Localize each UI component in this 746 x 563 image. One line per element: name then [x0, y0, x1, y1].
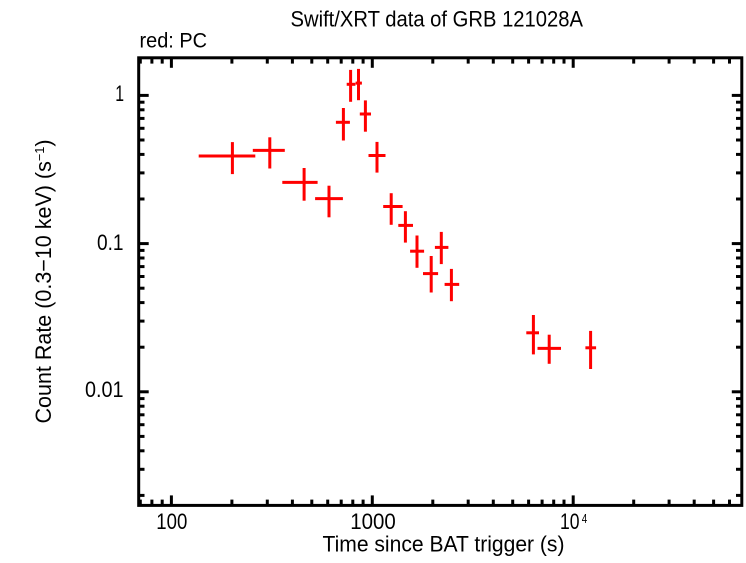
svg-text:1: 1 — [115, 81, 124, 106]
svg-text:Swift/XRT data of GRB 121028A: Swift/XRT data of GRB 121028A — [291, 6, 584, 31]
svg-text:1000: 1000 — [350, 509, 396, 534]
svg-text:100: 100 — [156, 509, 187, 534]
svg-text:Count Rate (0.3−10 keV) (s−1): Count Rate (0.3−10 keV) (s−1) — [31, 140, 56, 424]
svg-text:10: 10 — [560, 509, 580, 534]
svg-text:Time since BAT trigger (s): Time since BAT trigger (s) — [323, 531, 565, 556]
svg-text:4: 4 — [582, 511, 588, 526]
svg-text:red: PC: red: PC — [140, 30, 208, 53]
svg-text:0.01: 0.01 — [85, 377, 124, 402]
svg-text:0.1: 0.1 — [97, 230, 124, 255]
